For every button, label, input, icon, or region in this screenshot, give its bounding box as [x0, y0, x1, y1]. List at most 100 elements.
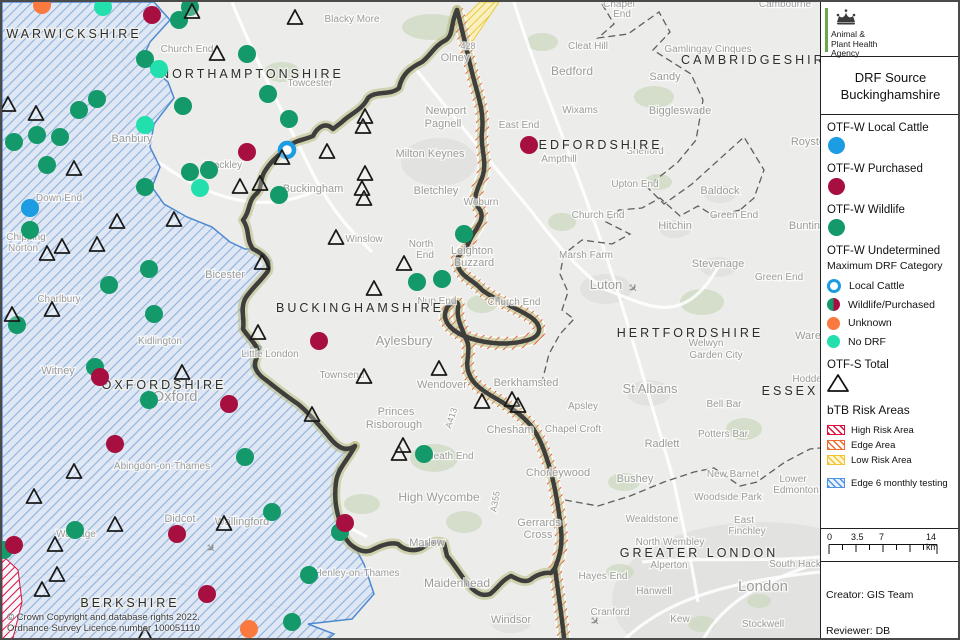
marker-otfs-total: [183, 3, 201, 19]
marker-otfs-total: [2, 96, 17, 112]
town-label: Newport: [426, 105, 467, 117]
btb-risk-areas-heading: bTB Risk Areas: [827, 403, 910, 417]
max-drf-row: Unknown: [827, 314, 957, 333]
marker-no-drf: [94, 2, 112, 16]
marker-otfs-total: [249, 324, 267, 340]
town-label: Chorleywood: [526, 467, 590, 479]
town-label: Aylesbury: [376, 333, 433, 348]
apha-agency-name: Animal & Plant Health Agency: [831, 29, 956, 59]
town-label: Ware: [795, 330, 820, 342]
apha-logo-block: Animal & Plant Health Agency: [821, 2, 958, 59]
split-symbol: [827, 298, 840, 312]
dashed-county-boundary: [564, 447, 820, 507]
town-label: North: [409, 239, 433, 250]
risk-area-label: Edge Area: [851, 439, 896, 451]
marker-otfw-wildlife: [21, 221, 39, 239]
town-label: Chesham: [486, 424, 533, 436]
marker-no-drf: [136, 116, 154, 134]
max-drf-label: Unknown: [848, 317, 892, 330]
marker-otfs-total: [395, 255, 413, 271]
marker-otfs-total: [38, 245, 56, 261]
town-label: Down End: [36, 193, 82, 204]
town-label: Luton: [590, 277, 623, 292]
marker-otfw-wildlife: [283, 613, 301, 631]
town-label: Chapel: [603, 2, 635, 10]
circle-symbol: [827, 335, 840, 349]
town-label: Gamlingay Cinques: [664, 44, 751, 55]
max-drf-heading: Maximum DRF Category: [827, 260, 943, 272]
copyright-line: © Crown Copyright and database rights 20…: [7, 612, 200, 623]
marker-otfs-total: [231, 178, 249, 194]
marker-otfw-wildlife: [270, 186, 288, 204]
town-label: Potters Bar: [698, 429, 749, 440]
town-label: Finchley: [728, 526, 765, 537]
marker-otfs-total: [138, 626, 152, 638]
agency-line: Agency: [831, 48, 860, 58]
road-line: [408, 61, 605, 291]
town-label: Wixams: [562, 105, 598, 116]
marker-otfw-purchased: [336, 514, 354, 532]
park-area: [264, 62, 300, 82]
marker-unknown: [33, 2, 51, 14]
marker-otfw-wildlife: [433, 270, 451, 288]
scale-label-0: 0: [827, 532, 833, 542]
marker-otfw-wildlife: [5, 133, 23, 151]
town-label: Little London: [241, 349, 298, 360]
park-area: [608, 473, 640, 491]
marker-otfw-wildlife: [174, 97, 192, 115]
legend-item-label: OTF-W Purchased: [827, 163, 923, 175]
otfs-triangle-symbol: [827, 373, 957, 398]
town-label: East: [734, 515, 754, 526]
map-title-line2: Buckinghamshire: [840, 86, 941, 102]
town-label: Cranford: [591, 607, 630, 618]
marker-otfw-wildlife: [140, 391, 158, 409]
town-label: Gerrards: [517, 517, 561, 529]
road-line: [512, 2, 700, 603]
legend-panel: Animal & Plant Health Agency DRF Source …: [820, 2, 958, 638]
town-label: Welwyn: [689, 338, 724, 349]
apha-green-bar: [825, 8, 828, 52]
credit-creator: Creator: GIS Team: [826, 589, 914, 601]
town-label: Bushey: [617, 473, 654, 485]
town-label: South Hack: [769, 559, 820, 570]
town-label: Green End: [710, 210, 758, 221]
town-label: Risborough: [366, 419, 422, 431]
town-label: Hitchin: [658, 220, 692, 232]
town-label: Woburn: [464, 197, 499, 208]
marker-otfw-purchased: [106, 435, 124, 453]
marker-otfw-wildlife: [170, 11, 188, 29]
dashed-county-boundary: [595, 3, 765, 211]
marker-otfs-total: [173, 364, 191, 380]
town-label: Princes: [378, 406, 415, 418]
town-label: Pagnell: [425, 118, 462, 130]
map-svg: Blacky More Church End Towcester Olney Newpo…: [2, 2, 820, 638]
dashed-county-boundary: [541, 197, 741, 383]
marker-otfw-wildlife: [38, 156, 56, 174]
county-label: NORTHAMPTONSHIRE: [160, 67, 344, 81]
town-label: Buzzard: [454, 257, 494, 269]
marker-otfs-total: [108, 213, 126, 229]
max-drf-label: Wildlife/Purchased: [848, 298, 935, 311]
map-canvas: Blacky More Church End Towcester Olney Newpo…: [2, 2, 820, 638]
max-drf-label: No DRF: [848, 335, 886, 348]
marker-otfs-total: [354, 118, 372, 134]
marker-otfw-wildlife: [145, 305, 163, 323]
town-label: Witney: [41, 365, 75, 377]
town-label: Cambourne: [759, 2, 812, 10]
town-label: Stockwell: [742, 619, 784, 630]
marker-otfw-purchased: [91, 368, 109, 386]
max-drf-row: Wildlife/Purchased: [827, 296, 957, 315]
park-area: [548, 213, 576, 231]
risk-area-row: Edge Area: [827, 438, 957, 452]
max-drf-row: Local Cattle: [827, 277, 957, 296]
town-label: Bell Bar: [706, 399, 742, 410]
marker-otfw-wildlife: [28, 126, 46, 144]
urban-area: [491, 613, 531, 633]
town-label: 428: [460, 41, 475, 51]
marker-no-drf: [191, 179, 209, 197]
town-label: Church End: [161, 44, 214, 55]
urban-area: [612, 522, 820, 638]
town-label: Didcot: [164, 513, 195, 525]
scale-label-35: 3.5: [851, 532, 864, 542]
